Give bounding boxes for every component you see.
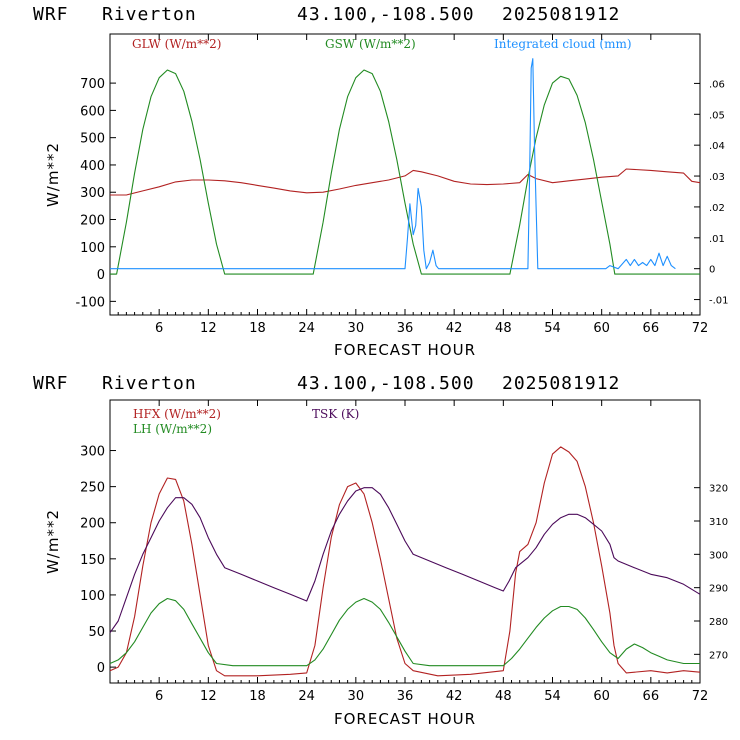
header-coords: 43.100,-108.500 <box>297 373 475 394</box>
x-tick-label: 30 <box>348 321 365 336</box>
x-tick-label: 72 <box>692 321 709 336</box>
x-tick-label: 54 <box>544 321 561 336</box>
x-tick-label: 36 <box>397 321 414 336</box>
y2-tick-label: .06 <box>709 79 725 90</box>
y-tick-label: 500 <box>80 132 105 147</box>
x-tick-label: 48 <box>495 321 512 336</box>
x-tick-label: 66 <box>643 689 660 704</box>
x-tick-label: 36 <box>397 689 414 704</box>
y2-tick-label: .02 <box>709 203 725 214</box>
panel-top: WRF Riverton 43.100,-108.500 2025081912 6 12 1… <box>33 4 729 359</box>
series-line-hfx <box>109 446 701 677</box>
legend-integrated: Integrated cloud (mm) <box>494 37 632 51</box>
y2-tick-label: .04 <box>709 141 725 152</box>
header-model: WRF <box>33 4 69 25</box>
plot-frame <box>109 33 701 316</box>
x-tick-label: 48 <box>495 689 512 704</box>
y2-tick-label: .03 <box>709 172 725 183</box>
x-tick-label: 12 <box>200 689 217 704</box>
legend-glw: GLW (W/m**2) <box>132 37 221 51</box>
y-tick-label: 150 <box>80 553 105 568</box>
x-tick-label: 24 <box>298 689 315 704</box>
x-tick-label: 24 <box>298 321 315 336</box>
x-tick-label: 72 <box>692 689 709 704</box>
y-tick-label: 250 <box>80 481 105 496</box>
y2-tick-label: .01 <box>709 234 725 245</box>
y-axis-label: W/m**2 <box>44 142 62 207</box>
x-tick-label: 42 <box>446 689 463 704</box>
series-line-glw <box>110 168 701 196</box>
y2-tick-label: .05 <box>709 110 725 121</box>
y2-tick-label: 300 <box>709 550 728 561</box>
y2-tick-label: 290 <box>709 584 728 595</box>
x-tick-label: 18 <box>249 689 266 704</box>
panel-bottom: WRF Riverton 43.100,-108.500 2025081912 6 12 1… <box>33 373 728 728</box>
y-axis-label: W/m**2 <box>44 509 62 574</box>
header-init: 2025081912 <box>502 373 620 394</box>
header-model: WRF <box>33 373 69 394</box>
y2-tick-label: 280 <box>709 617 728 628</box>
x-tick-label: 6 <box>155 689 163 704</box>
series-line-lh <box>109 597 700 667</box>
legend-lh: LH (W/m**2) <box>133 422 212 436</box>
x-tick-label: 54 <box>544 689 561 704</box>
x-tick-label: 6 <box>155 321 163 336</box>
y-tick-label: 600 <box>80 104 105 119</box>
x-tick-label: 66 <box>643 321 660 336</box>
y-tick-label: 0 <box>97 661 105 676</box>
header-station: Riverton <box>102 4 197 25</box>
y-tick-label: 0 <box>97 268 105 283</box>
y2-tick-label: 270 <box>709 650 728 661</box>
series-line-gsw <box>110 69 700 275</box>
x-tick-label: 30 <box>348 689 365 704</box>
x-axis-label: FORECAST HOUR <box>334 341 476 359</box>
y-tick-label: 50 <box>88 625 105 640</box>
x-tick-label: 42 <box>446 321 463 336</box>
x-tick-label: 60 <box>593 689 610 704</box>
x-axis-label: FORECAST HOUR <box>334 710 476 728</box>
header-station: Riverton <box>102 373 197 394</box>
x-tick-label: 60 <box>593 321 610 336</box>
y2-tick-label: 310 <box>709 517 728 528</box>
y-tick-label: 700 <box>80 77 105 92</box>
y-tick-label: 200 <box>80 517 105 532</box>
series-line-tsk <box>109 487 701 634</box>
y-tick-label: 200 <box>80 214 105 229</box>
x-tick-label: 18 <box>249 321 266 336</box>
y-tick-label: 100 <box>80 589 105 604</box>
y-tick-label: 100 <box>80 241 105 256</box>
y2-tick-label: -.01 <box>709 296 729 307</box>
y-tick-label: 300 <box>80 445 105 460</box>
y2-tick-label: 320 <box>709 484 728 495</box>
y2-tick-label: 0 <box>709 265 715 276</box>
legend-hfx: HFX (W/m**2) <box>133 407 221 421</box>
y-tick-label: 300 <box>80 186 105 201</box>
x-tick-label: 12 <box>200 321 217 336</box>
header-init: 2025081912 <box>502 4 620 25</box>
series-line-integrated <box>110 58 676 270</box>
y-tick-label: 400 <box>80 159 105 174</box>
y-tick-label: -100 <box>75 295 105 310</box>
legend-gsw: GSW (W/m**2) <box>325 37 416 51</box>
legend-tsk: TSK (K) <box>312 407 359 421</box>
header-coords: 43.100,-108.500 <box>297 4 475 25</box>
